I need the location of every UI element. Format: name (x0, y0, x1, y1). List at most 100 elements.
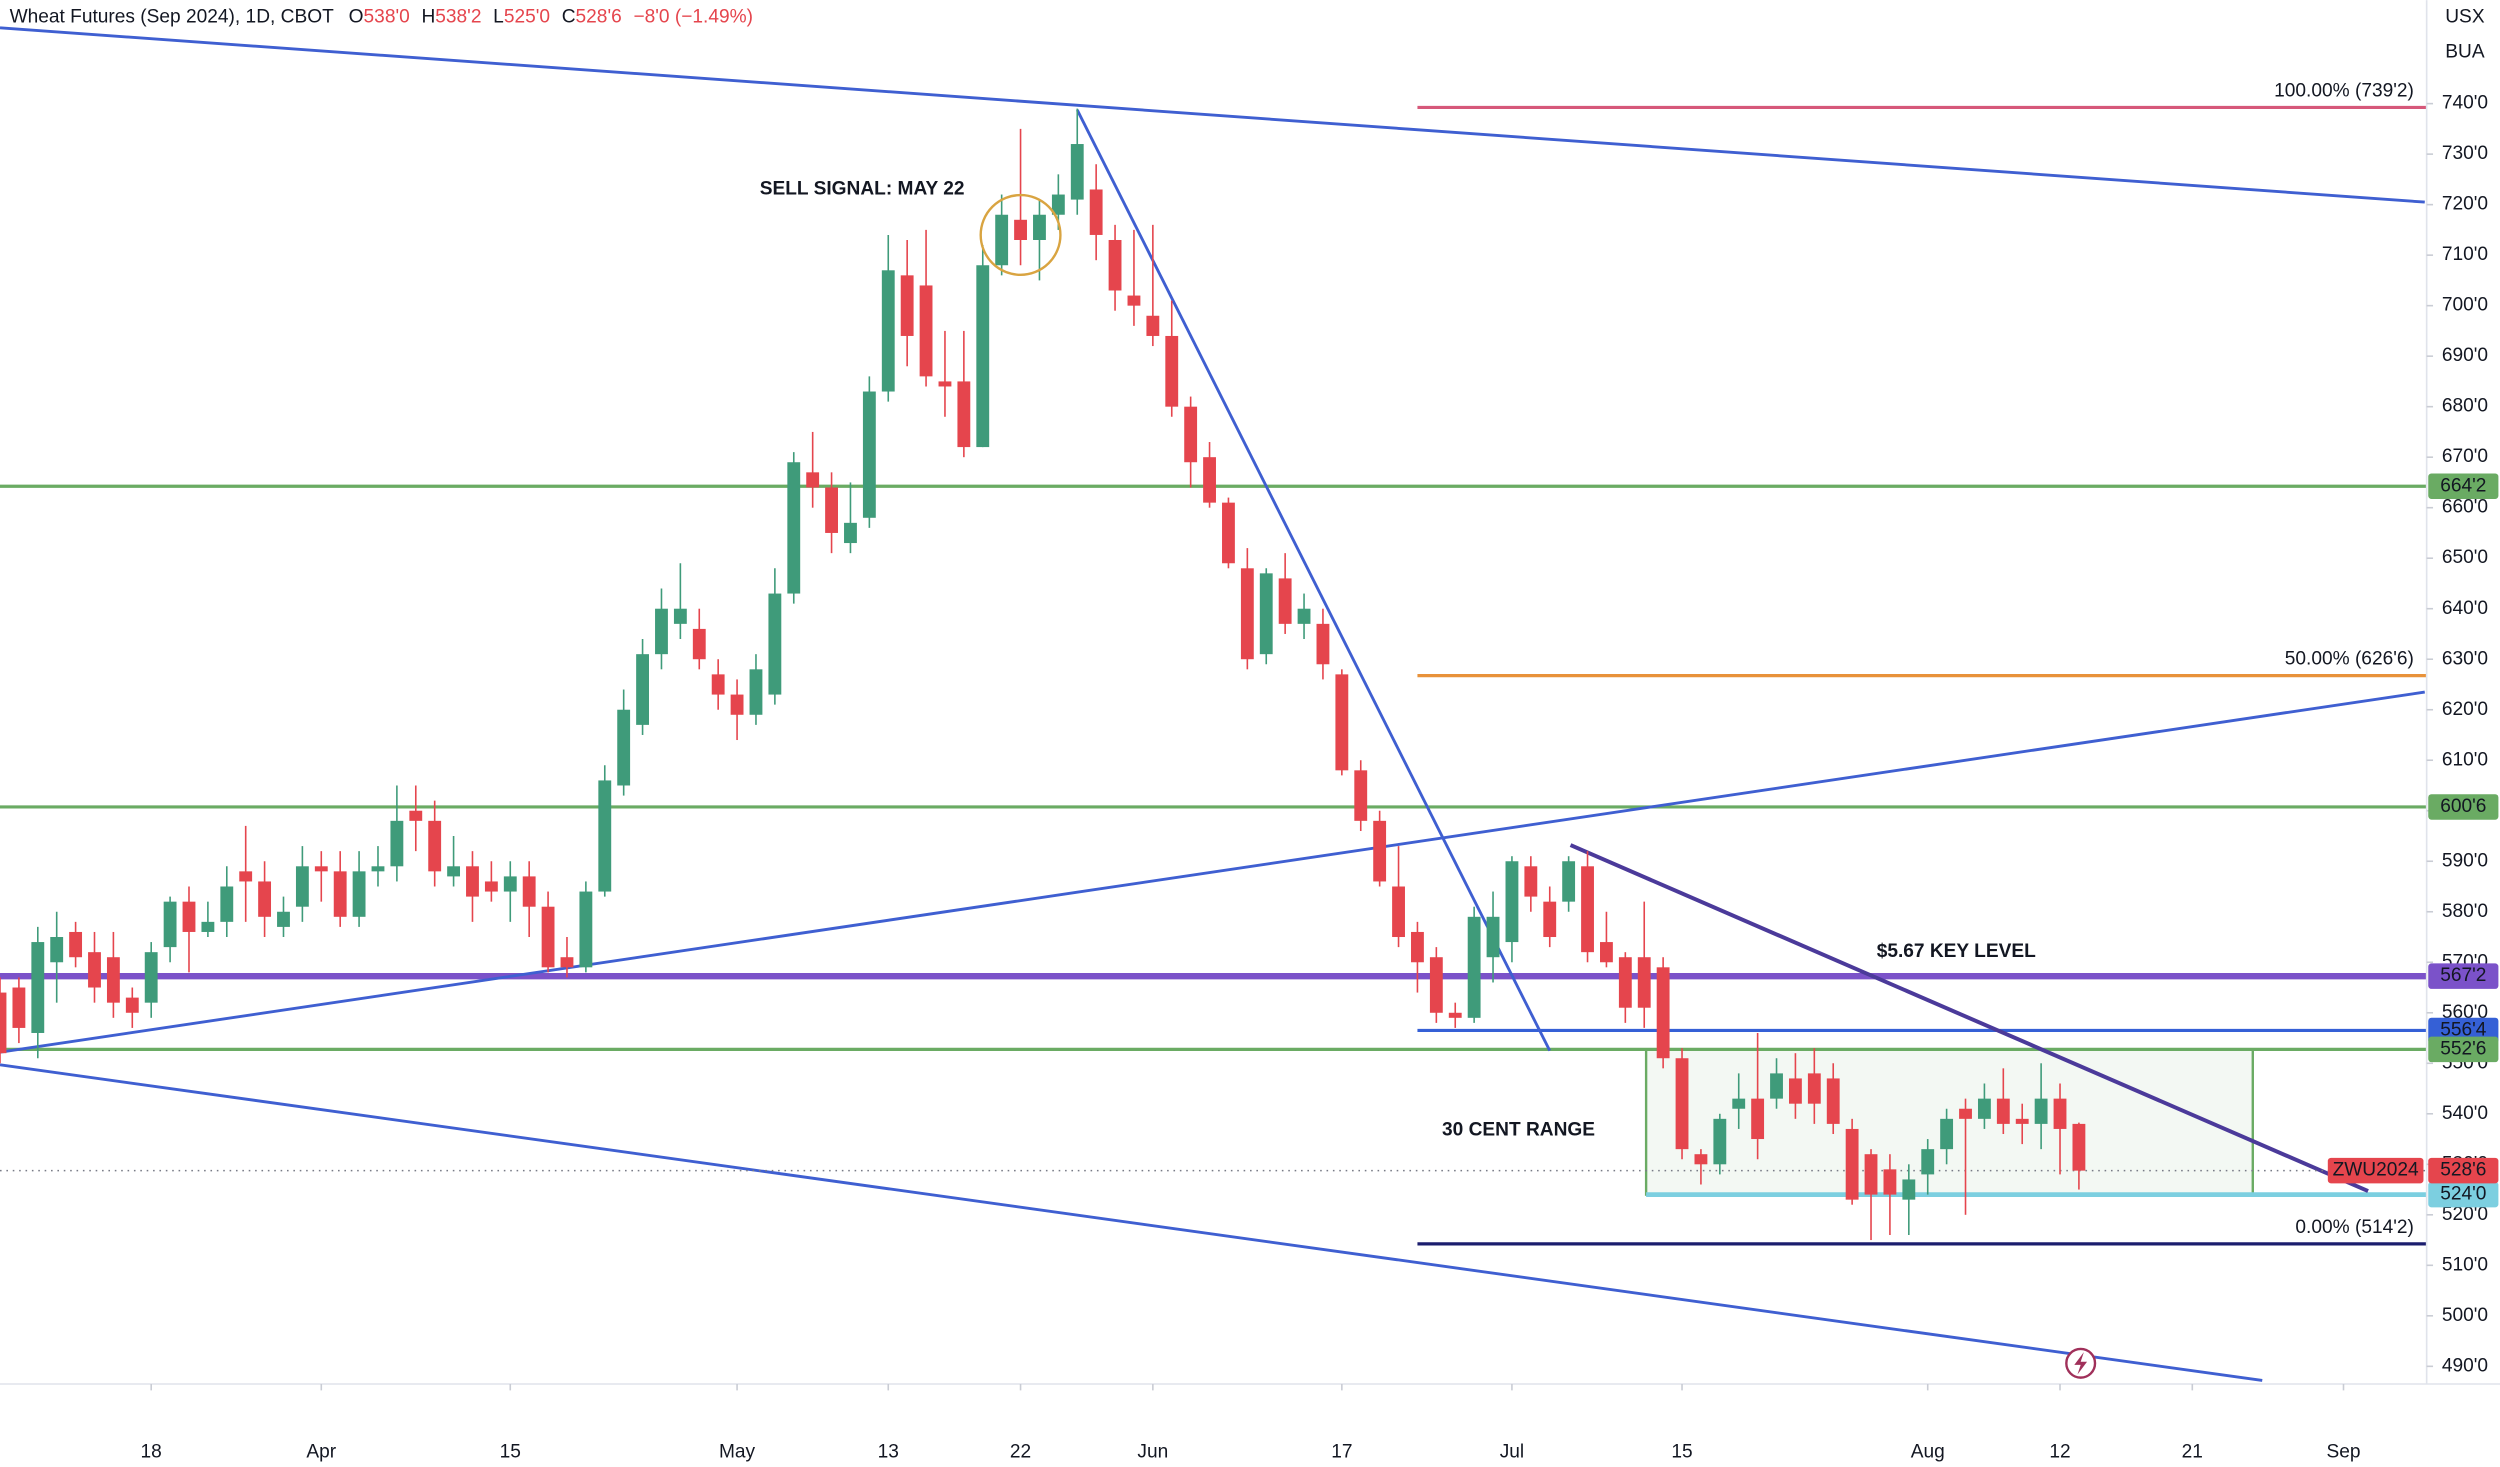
candle-body (673, 608, 687, 624)
last-price-badge-bg (2428, 1157, 2499, 1184)
candle-body (50, 937, 64, 963)
candle-body (220, 886, 234, 922)
y-tick-label: 560'0 (2442, 1002, 2488, 1023)
symbol-badge: ZWU2024 (2333, 1160, 2419, 1181)
candle-body (1373, 820, 1387, 882)
candle-body (1505, 861, 1519, 943)
annotation: 30 CENT RANGE (1442, 1120, 1595, 1141)
x-tick-label: Jul (1500, 1442, 1524, 1463)
candle-body (692, 628, 706, 660)
header: Wheat Futures (Sep 2024), 1D, CBOT O538'… (10, 7, 753, 28)
candle-body (1770, 1073, 1783, 1099)
candle-body (1448, 1012, 1462, 1018)
candle-body (730, 694, 744, 715)
y-tick-label: 620'0 (2442, 699, 2488, 720)
candle-body (976, 265, 990, 448)
candle-body (88, 952, 101, 988)
candle-body (957, 381, 971, 448)
candle-body (1335, 674, 1349, 771)
candle-body (768, 593, 782, 695)
y-tick-label: 680'0 (2442, 396, 2488, 417)
level-badge: 524'0 (2440, 1184, 2486, 1205)
candle-body (69, 931, 83, 958)
candle-body (579, 891, 593, 968)
candle-body (1940, 1118, 1954, 1150)
candle-body (125, 997, 139, 1013)
candle-body (1051, 194, 1065, 215)
candle-body (333, 871, 347, 917)
candle-body (1316, 623, 1330, 665)
candle-body (1675, 1058, 1689, 1150)
level-badge-bg (2428, 1181, 2499, 1208)
level-badge: 600'6 (2440, 796, 2486, 817)
candle-body (900, 275, 914, 336)
candle-body (390, 820, 404, 867)
annotation: SELL SIGNAL: MAY 22 (760, 179, 965, 200)
candle-body (106, 957, 120, 1003)
candle-body (1127, 295, 1141, 306)
y-tick-label: 670'0 (2442, 446, 2488, 467)
candle-body (1467, 916, 1481, 1018)
fib-label: 100.00% (739'2) (2274, 81, 2414, 102)
y-tick-label: 720'0 (2442, 194, 2488, 215)
candle-body (1165, 335, 1179, 407)
candle-body (1977, 1098, 1991, 1119)
candle-body (2053, 1098, 2067, 1129)
trendline (0, 690, 2425, 1054)
ohlc-value: 525'0 (504, 7, 550, 28)
candle-body (182, 901, 196, 932)
candle-body (31, 942, 45, 1033)
y-tick-label: 700'0 (2442, 295, 2488, 316)
candle-body (1845, 1128, 1859, 1200)
candle-body (749, 669, 763, 715)
candle-body (938, 381, 952, 387)
ohlc-key: C (562, 7, 576, 28)
y-tick-label: 540'0 (2442, 1103, 2488, 1124)
candle-body (503, 876, 517, 892)
y-tick-label: 510'0 (2442, 1254, 2488, 1275)
y-tick-label: 520'0 (2442, 1204, 2488, 1225)
candle-body (1637, 957, 1651, 1008)
candle-body (352, 871, 366, 917)
candle-body (787, 462, 801, 594)
candle-body (1070, 144, 1084, 200)
candle-body (409, 810, 423, 821)
y-tick-label: 730'0 (2442, 143, 2488, 164)
candle-body (1921, 1149, 1935, 1175)
candle-body (277, 911, 290, 927)
candle-body (1524, 866, 1538, 897)
x-tick-label: 22 (1010, 1442, 1031, 1463)
candle-body (1562, 861, 1576, 902)
highlight-circle (979, 193, 1062, 277)
candle-body (541, 906, 555, 968)
candle-body (1033, 214, 1046, 240)
candle-body (806, 472, 820, 488)
y-tick-label: 690'0 (2442, 345, 2488, 366)
trendline (0, 1063, 2263, 1382)
candle-body (1297, 608, 1311, 624)
candle-body (1807, 1073, 1821, 1104)
candle-body (919, 285, 933, 377)
candle-body (1354, 770, 1368, 821)
x-tick-label: 17 (1331, 1442, 1352, 1463)
candle-body (239, 871, 253, 882)
candle-body (12, 987, 26, 1028)
y-tick-label: 740'0 (2442, 93, 2488, 114)
ohlc-value: 528'6 (576, 7, 622, 28)
x-tick-label: Jun (1137, 1442, 1168, 1463)
candle-body (1411, 931, 1424, 963)
y-tick-label: 640'0 (2442, 598, 2488, 619)
candle-body (1108, 239, 1122, 291)
candle-body (1486, 916, 1500, 958)
candle-body (2015, 1118, 2029, 1124)
candle-body (1429, 957, 1443, 1013)
candle-body (428, 820, 442, 872)
candle-body (1203, 457, 1216, 503)
candle-body (484, 881, 498, 892)
x-tick-label: 21 (2182, 1442, 2203, 1463)
candle-body (1014, 219, 1027, 240)
icon-bolt (2074, 1352, 2088, 1375)
candle-body (881, 270, 895, 392)
y-tick-label: 710'0 (2442, 244, 2488, 265)
x-tick-label: May (719, 1442, 756, 1463)
